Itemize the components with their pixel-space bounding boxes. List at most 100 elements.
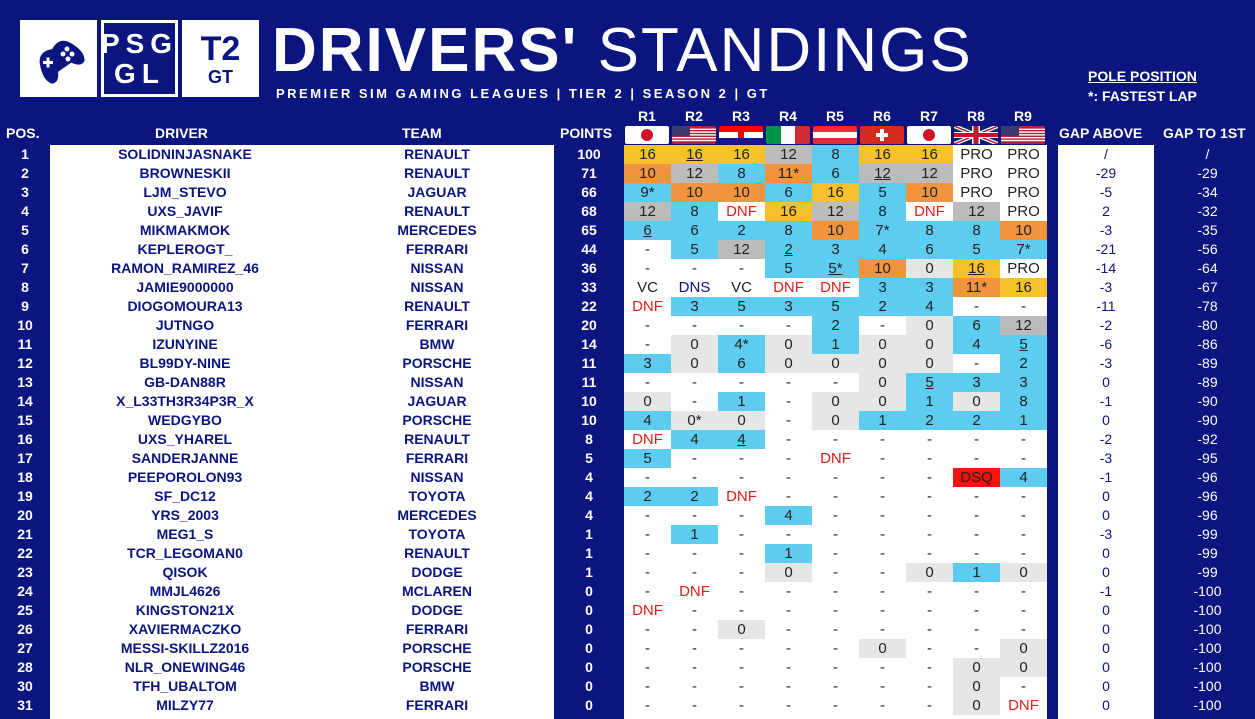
austria-flag-icon <box>813 126 857 144</box>
team-name: RENAULT <box>404 431 470 447</box>
gap-first-cell: -96 <box>1197 507 1218 523</box>
race-result-cell: - <box>624 544 671 563</box>
race-result-cell: 12 <box>1000 316 1047 335</box>
race-result-cell: - <box>718 506 765 525</box>
points-cell: 5 <box>585 450 593 466</box>
gap-above-cell: -1 <box>1099 393 1113 409</box>
race-result-cell: 4* <box>718 335 765 354</box>
points-cell: 10 <box>581 412 597 428</box>
points-cell: 65 <box>581 222 597 238</box>
race-result-cell: 0 <box>812 354 859 373</box>
gap-first-cell: -96 <box>1197 488 1218 504</box>
position-cell: 26 <box>17 621 33 637</box>
col-header-driver: DRIVER <box>155 125 208 141</box>
tier-logo-class: GT <box>208 66 233 87</box>
gap-above-cell: -11 <box>1096 298 1116 314</box>
driver-name: YRS_2003 <box>151 507 219 523</box>
driver-name: MMJL4626 <box>149 583 221 599</box>
driver-name: MESSI-SKILLZ2016 <box>120 640 250 656</box>
race-result-cell: 3 <box>1000 373 1047 392</box>
race-result-cell: 12 <box>906 164 953 183</box>
race-result-cell: - <box>671 563 718 582</box>
race-result-cell: 3 <box>624 354 671 373</box>
race-result-cell: - <box>718 639 765 658</box>
race-result-cell: - <box>624 240 671 259</box>
table-row: 14 X_L33TH3R34P3R_X JAGUAR 10 0-1-0 0 1 0 8 -1 -90 <box>0 392 1255 411</box>
gap-above-panel <box>1058 145 1154 719</box>
race-result-cell: - <box>859 506 906 525</box>
race-result-cell: - <box>765 696 812 715</box>
gap-first-cell: -86 <box>1197 336 1218 352</box>
table-row: 1 SOLIDNINJASNAKE RENAULT 100 16 16 16 12 8 16 16 P… <box>0 145 1255 164</box>
gap-above-cell: 0 <box>1102 640 1110 656</box>
gap-above-cell: -2 <box>1099 431 1113 447</box>
race-result-cell: - <box>624 259 671 278</box>
race-result-cell: 5 <box>859 183 906 202</box>
gap-first-cell: -92 <box>1197 431 1218 447</box>
table-row: 3 LJM_STEVO JAGUAR 66 9* 10 10 6 16 5 10 PRO PRO -5 -3… <box>0 183 1255 202</box>
driver-name: PEEPOROLON93 <box>127 469 243 485</box>
race-result-cell: - <box>765 525 812 544</box>
position-cell: 28 <box>17 659 33 675</box>
race-result-cell: - <box>812 658 859 677</box>
race-result-cell: 5 <box>671 240 718 259</box>
race-result-cell: 2 <box>953 411 1000 430</box>
position-cell: 12 <box>17 355 33 371</box>
race-result-cell: 10 <box>624 164 671 183</box>
race-result-cell: 5 <box>624 449 671 468</box>
race-result-cell: - <box>812 373 859 392</box>
round-label: R1 <box>638 108 656 124</box>
driver-name: MEG1_S <box>156 526 214 542</box>
race-result-cell: DSQ <box>953 468 1000 487</box>
race-result-cell: - <box>906 582 953 601</box>
position-cell: 18 <box>17 469 33 485</box>
team-name: PORSCHE <box>402 640 472 656</box>
race-result-cell: - <box>671 449 718 468</box>
table-row: 13 GB-DAN88R NISSAN 11- - - - -0 5 3 3 0 -89 <box>0 373 1255 392</box>
race-result-cell: - <box>718 525 765 544</box>
team-name: NISSAN <box>410 469 464 485</box>
driver-name: X_L33TH3R34P3R_X <box>116 393 254 409</box>
gap-above-cell: 0 <box>1102 678 1110 694</box>
team-name: NISSAN <box>410 279 464 295</box>
race-result-cell: VC <box>718 278 765 297</box>
race-result-cell: 2 <box>906 411 953 430</box>
race-result-cell: 4 <box>906 297 953 316</box>
race-result-cell: - <box>765 373 812 392</box>
tier-logo-main: T2 <box>200 29 241 68</box>
round-label: R3 <box>732 108 750 124</box>
race-result-cell: - <box>906 506 953 525</box>
race-result-cell: DNF <box>765 278 812 297</box>
table-row: 30 TFH_UBALTOM BMW 0- - - - - - -0-0 -100 <box>0 677 1255 696</box>
race-result-cell: - <box>953 506 1000 525</box>
gap-above-cell: 2 <box>1102 203 1110 219</box>
race-result-cell: - <box>624 335 671 354</box>
race-result-cell: - <box>671 639 718 658</box>
gap-above-cell: 0 <box>1102 374 1110 390</box>
japan-flag-icon <box>625 126 669 144</box>
race-result-cell: - <box>859 544 906 563</box>
position-cell: 1 <box>21 146 29 162</box>
race-result-cell: DNF <box>624 430 671 449</box>
gap-above-cell: -5 <box>1099 184 1113 200</box>
race-result-cell: - <box>671 259 718 278</box>
team-name: RENAULT <box>404 545 470 561</box>
team-name: NISSAN <box>410 260 464 276</box>
driver-name: BL99DY-NINE <box>139 355 231 371</box>
race-result-cell: 6 <box>671 221 718 240</box>
table-row: 8 JAMIE9000000 NISSAN 33 VC DNS VC DNF DNF 3 3 11* 1… <box>0 278 1255 297</box>
race-result-cell: - <box>906 449 953 468</box>
page-subtitle: PREMIER SIM GAMING LEAGUES | TIER 2 | SE… <box>276 86 770 101</box>
race-result-cell: - <box>906 620 953 639</box>
points-cell: 4 <box>585 488 593 504</box>
position-cell: 11 <box>17 336 33 352</box>
legend: POLE POSITION *: FASTEST LAP <box>1088 66 1197 106</box>
race-result-cell: - <box>906 430 953 449</box>
race-result-cell: DNF <box>671 582 718 601</box>
race-result-cell: - <box>718 468 765 487</box>
race-result-cell: 3 <box>859 278 906 297</box>
race-result-cell: 12 <box>953 202 1000 221</box>
race-result-cell: - <box>624 696 671 715</box>
race-result-cell: 12 <box>812 202 859 221</box>
team-name: MCLAREN <box>402 583 472 599</box>
